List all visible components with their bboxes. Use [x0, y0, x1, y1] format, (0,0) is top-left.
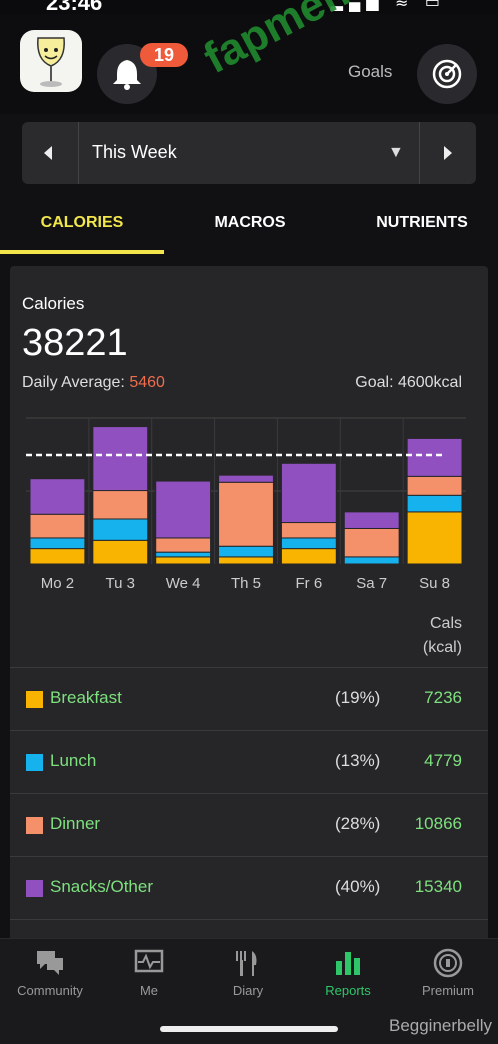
bar-segment-snacks-other[interactable] [29, 478, 86, 515]
bar-segment-dinner[interactable] [280, 522, 337, 539]
home-indicator[interactable] [160, 1026, 338, 1032]
row-name: Snacks/Other [50, 877, 153, 896]
x-tick-label: Mo 2 [41, 575, 74, 592]
bar-segment-breakfast[interactable] [29, 548, 86, 565]
calories-panel [10, 266, 488, 966]
row-value: 7236 [424, 688, 462, 707]
bar-segment-breakfast[interactable] [155, 556, 212, 565]
previous-week-button[interactable] [22, 122, 79, 184]
target-icon [432, 59, 462, 89]
top-bar [0, 14, 498, 114]
table-row[interactable]: Dinner (28%) 10866 [10, 793, 488, 857]
nav-label: Reports [325, 983, 371, 998]
chevron-left-icon [44, 146, 52, 160]
row-name: Dinner [50, 814, 101, 833]
chat-bubbles-icon [37, 951, 63, 975]
bar-segment-breakfast[interactable] [92, 539, 149, 565]
snacks-swatch [26, 880, 43, 897]
bar-chart-icon [336, 952, 360, 975]
row-percent: (40%) [335, 877, 381, 896]
nav-label: Community [17, 983, 83, 998]
bar-segment-lunch[interactable] [406, 494, 463, 513]
goals-label: Goals [348, 62, 393, 81]
nav-label: Me [139, 983, 159, 998]
bar-segment-dinner[interactable] [92, 490, 149, 520]
tab-calories[interactable]: CALORIES [0, 196, 164, 254]
cals-column-header: Cals (kcal) [423, 612, 462, 660]
bar-segment-snacks-other[interactable] [155, 480, 212, 539]
lunch-swatch [26, 754, 43, 771]
status-icons: ▂▄▆ ≋ ▭ [330, 0, 446, 11]
nav-label: Diary [232, 983, 264, 998]
premium-badge-icon [433, 948, 463, 978]
daily-average-value: 5460 [129, 374, 165, 391]
row-value: 4779 [424, 751, 462, 770]
row-name: Breakfast [50, 688, 122, 707]
date-range-label: This Week [92, 142, 177, 162]
fork-knife-icon [236, 951, 257, 976]
heart-monitor-icon [134, 949, 164, 973]
x-tick-label: Fr 6 [296, 575, 323, 592]
bar-segment-lunch[interactable] [280, 537, 337, 550]
bar-segment-lunch[interactable] [29, 537, 86, 550]
next-week-button[interactable] [419, 122, 476, 184]
tab-macros[interactable]: MACROS [214, 214, 286, 231]
row-percent: (28%) [335, 814, 381, 833]
daily-average-label: Daily Average: [22, 374, 125, 391]
bar-segment-lunch[interactable] [92, 518, 149, 541]
table-row[interactable]: Snacks/Other (40%) 15340 [10, 856, 488, 920]
x-tick-label: Sa 7 [356, 575, 387, 592]
x-tick-label: Su 8 [419, 575, 450, 592]
app-logo[interactable] [20, 30, 82, 92]
row-percent: (19%) [335, 688, 381, 707]
bar-segment-lunch[interactable] [343, 556, 400, 565]
cals-header-line2: (kcal) [422, 639, 462, 656]
bar-segment-breakfast[interactable] [280, 548, 337, 565]
bar-segment-dinner[interactable] [29, 513, 86, 539]
report-tabs: CALORIES MACROS NUTRIENTS [0, 196, 498, 254]
table-row[interactable]: Breakfast (19%) 7236 [10, 667, 488, 731]
table-row [10, 919, 488, 938]
row-percent: (13%) [335, 751, 381, 770]
chevron-right-icon [444, 146, 452, 160]
notification-badge: 19 [140, 43, 188, 67]
tab-nutrients[interactable]: NUTRIENTS [376, 214, 468, 231]
bar-segment-dinner[interactable] [218, 481, 274, 547]
table-row[interactable]: Lunch (13%) 4779 [10, 730, 488, 794]
bar-segment-snacks-other[interactable] [92, 426, 149, 492]
calories-chart: Mo 2 Tu 3 We 4 Th 5 Fr 6 Sa 7 Su 8 [26, 417, 466, 592]
x-tick-label: Th 5 [231, 575, 261, 592]
calories-total: 38221 [22, 322, 128, 364]
bar-segment-snacks-other[interactable] [218, 474, 274, 483]
bar-segment-snacks-other[interactable] [280, 462, 337, 524]
row-value: 15340 [414, 877, 462, 896]
bar-segment-snacks-other[interactable] [406, 437, 463, 477]
dinner-swatch [26, 817, 43, 834]
credit-text: Begginerbelly [388, 1016, 492, 1035]
status-time: 23:46 [46, 0, 103, 15]
bar-segment-lunch[interactable] [155, 551, 212, 558]
bar-segment-dinner[interactable] [155, 537, 212, 553]
status-bar: 23:46 ▂▄▆ ≋ ▭ [0, 0, 498, 15]
bar-segment-dinner[interactable] [343, 527, 400, 558]
cals-header-line1: Cals [429, 615, 462, 632]
bar-segment-breakfast[interactable] [406, 511, 463, 565]
bar-segment-breakfast[interactable] [218, 556, 274, 565]
dropdown-icon[interactable]: ▼ [388, 144, 404, 161]
bell-icon [113, 60, 141, 90]
bar-segment-dinner[interactable] [406, 475, 463, 496]
panel-title: Calories [22, 294, 85, 313]
x-tick-label: We 4 [166, 575, 201, 592]
row-name: Lunch [50, 751, 97, 770]
nav-label: Premium [421, 983, 474, 998]
bar-segment-snacks-other[interactable] [343, 511, 400, 529]
daily-average: Daily Average: 5460 [22, 374, 165, 392]
bar-segment-lunch[interactable] [218, 545, 274, 558]
goals-button[interactable] [417, 44, 477, 104]
date-range-selector[interactable]: This Week ▼ [22, 122, 476, 184]
x-tick-label: Tu 3 [106, 575, 135, 592]
goal-text: Goal: 4600kcal [355, 374, 462, 391]
breakfast-swatch [26, 691, 43, 708]
row-value: 10866 [414, 814, 462, 833]
